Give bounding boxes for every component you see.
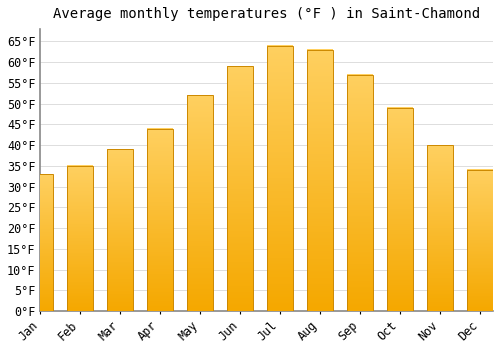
Bar (28, 174, 54, 311)
Bar (347, 75, 373, 311)
Bar (227, 66, 253, 311)
Title: Average monthly temperatures (°F ) in Saint-Chamond: Average monthly temperatures (°F ) in Sa… (53, 7, 480, 21)
Bar (347, 75, 373, 311)
Bar (387, 108, 413, 311)
Bar (108, 149, 134, 311)
Bar (307, 50, 333, 311)
Bar (227, 66, 253, 311)
Bar (28, 174, 54, 311)
Bar (267, 46, 293, 311)
Bar (427, 145, 453, 311)
Bar (187, 96, 213, 311)
Bar (187, 96, 213, 311)
Bar (108, 149, 134, 311)
Bar (147, 128, 173, 311)
Bar (267, 46, 293, 311)
Bar (427, 145, 453, 311)
Bar (467, 170, 493, 311)
Bar (68, 166, 94, 311)
Bar (147, 128, 173, 311)
Bar (68, 166, 94, 311)
Bar (307, 50, 333, 311)
Bar (467, 170, 493, 311)
Bar (387, 108, 413, 311)
